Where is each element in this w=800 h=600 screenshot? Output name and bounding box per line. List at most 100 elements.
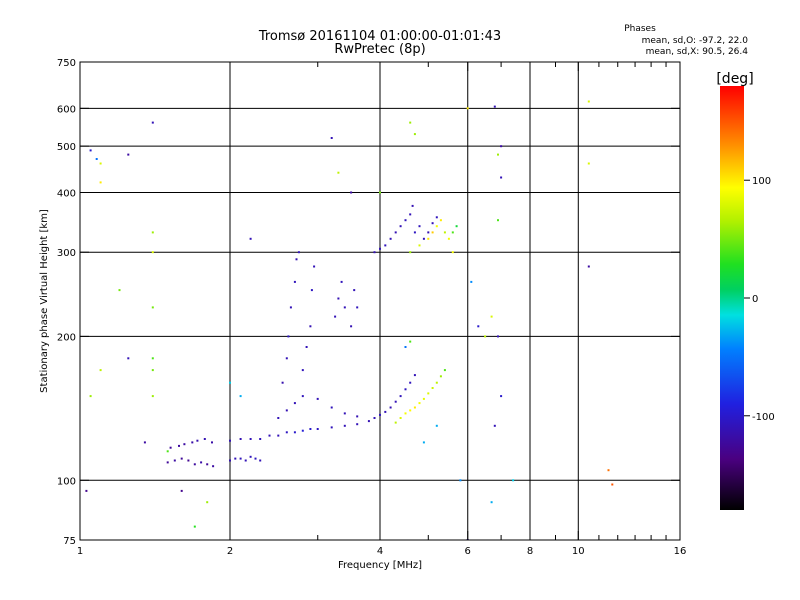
data-point	[85, 489, 88, 492]
data-point	[127, 153, 130, 156]
data-point	[373, 251, 376, 254]
data-point	[187, 459, 190, 462]
data-point	[422, 397, 425, 400]
data-point	[244, 459, 247, 462]
data-point	[310, 289, 313, 292]
data-point	[500, 145, 503, 148]
data-point	[413, 406, 416, 409]
data-point	[477, 325, 480, 328]
data-point	[404, 412, 407, 415]
data-point	[316, 397, 319, 400]
data-point	[166, 450, 169, 453]
data-point	[151, 357, 154, 360]
y-tick-label: 300	[57, 248, 76, 259]
data-point	[151, 306, 154, 309]
data-point	[239, 457, 242, 460]
data-point	[151, 251, 154, 254]
data-point	[466, 107, 469, 110]
data-point	[313, 265, 316, 268]
data-point	[118, 289, 121, 292]
data-point	[394, 421, 397, 424]
data-point	[350, 325, 353, 328]
data-point	[447, 237, 450, 240]
colorbar-ticks: 100 0 -100	[744, 176, 775, 423]
data-point	[356, 423, 359, 426]
y-tick-label: 600	[57, 104, 76, 115]
x-tick-label: 10	[572, 546, 585, 557]
data-point	[173, 459, 176, 462]
data-point	[99, 181, 102, 184]
data-point	[409, 121, 412, 124]
data-point	[200, 461, 203, 464]
data-point	[413, 133, 416, 136]
data-point	[309, 325, 312, 328]
data-point	[470, 280, 473, 283]
x-tick-label: 6	[465, 546, 471, 557]
data-point	[169, 446, 172, 449]
data-point	[497, 153, 499, 156]
x-tick-label: 8	[527, 546, 533, 557]
colorbar-tick-label: 0	[752, 294, 758, 305]
data-point	[191, 441, 194, 444]
data-point	[451, 251, 454, 254]
data-point	[451, 231, 454, 234]
data-point	[389, 237, 392, 240]
data-point	[337, 171, 340, 174]
data-point	[459, 479, 462, 482]
data-point	[234, 457, 237, 460]
data-point	[309, 428, 312, 430]
data-point	[427, 237, 430, 240]
data-point	[293, 431, 296, 434]
data-point	[297, 251, 300, 254]
data-point	[384, 244, 387, 247]
data-point	[343, 412, 346, 415]
data-point	[293, 280, 296, 283]
y-tick-label: 750	[57, 58, 76, 69]
data-point	[285, 409, 288, 412]
data-point	[211, 441, 213, 444]
chart-subtitle: RwPretec (8p)	[334, 42, 425, 57]
data-point	[587, 162, 590, 165]
data-point	[367, 420, 370, 423]
data-point	[301, 395, 304, 398]
colorbar: 100 0 -100 [deg]	[716, 71, 775, 510]
data-point	[435, 225, 438, 228]
data-point	[277, 434, 280, 437]
data-point	[330, 426, 333, 429]
data-point	[497, 335, 499, 338]
y-tick-label: 400	[57, 188, 76, 199]
x-tick-label: 1	[77, 546, 83, 557]
data-point	[394, 400, 397, 403]
data-point	[418, 225, 421, 228]
data-point	[587, 265, 590, 268]
data-point	[301, 369, 304, 372]
colorbar-tick-label: 100	[752, 176, 771, 187]
data-point	[268, 434, 271, 437]
data-point	[493, 105, 496, 108]
data-point	[330, 137, 333, 139]
data-point	[99, 162, 102, 165]
stats-line-x: mean, sd,X: 90.5, 26.4	[646, 47, 749, 57]
data-point	[399, 395, 402, 398]
data-point	[427, 392, 430, 395]
data-point	[611, 483, 614, 486]
data-point	[196, 439, 199, 442]
y-tick-label: 100	[57, 476, 76, 487]
data-point	[493, 424, 496, 427]
data-point	[422, 441, 425, 444]
data-point	[427, 231, 430, 234]
data-point	[180, 489, 183, 492]
grid	[80, 62, 680, 540]
stats-line-o: mean, sd,O: -97.2, 22.0	[642, 36, 749, 46]
data-point	[404, 388, 407, 391]
y-tick-label: 200	[57, 332, 76, 343]
data-point	[356, 306, 359, 309]
data-point	[439, 219, 442, 222]
data-point	[151, 121, 154, 124]
data-point	[413, 231, 416, 234]
data-point	[249, 455, 252, 458]
data-point	[607, 469, 610, 472]
data-point	[379, 413, 381, 416]
data-point	[281, 381, 284, 384]
data-point	[301, 429, 304, 432]
